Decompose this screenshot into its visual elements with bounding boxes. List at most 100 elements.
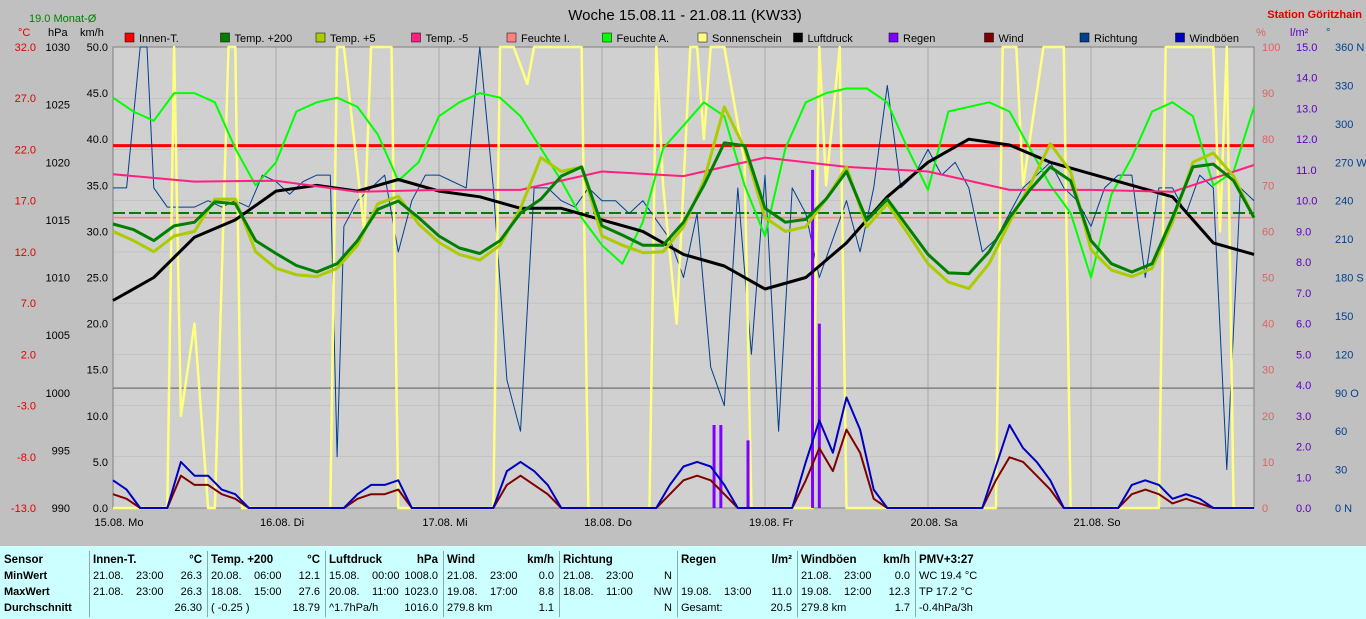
temp-tick: 17.0	[15, 196, 36, 208]
direction-tick: 90 O	[1335, 388, 1359, 400]
pressure-tick: 1000	[46, 388, 70, 400]
rain-tick: 7.0	[1296, 288, 1311, 300]
unit-celsius: °C	[18, 27, 30, 39]
table-cell: 20.5	[770, 602, 792, 614]
pressure-tick: 1030	[46, 42, 70, 54]
wind-tick: 25.0	[87, 273, 108, 285]
table-cell: 19.08.	[801, 586, 832, 598]
temp-tick: -13.0	[11, 503, 36, 515]
wind-tick: 40.0	[87, 134, 108, 146]
x-tick-label: 19.08. Fr	[749, 517, 793, 529]
wind-tick: 0.0	[93, 503, 108, 515]
legend-swatch	[1079, 32, 1090, 43]
table-cell: 1008.0	[404, 570, 438, 582]
direction-tick: 360 N	[1335, 42, 1364, 54]
direction-tick: 300	[1335, 119, 1353, 131]
table-header: Innen-T.	[93, 554, 137, 566]
table-cell: ^1.7hPa/h	[329, 602, 379, 614]
series-feuchte-a	[112, 87, 1255, 279]
table-cell: 26.30	[174, 602, 202, 614]
legend-label: Feuchte I.	[521, 33, 570, 45]
humidity-tick: 80	[1262, 134, 1274, 146]
temp-tick: 32.0	[15, 42, 36, 54]
wind-tick: 30.0	[87, 226, 108, 238]
direction-tick: 150	[1335, 311, 1353, 323]
temp-tick: -8.0	[17, 452, 36, 464]
table-column: Windböen km/h 21.08. 23:00 0.0 19.08. 12:00 12.…	[797, 551, 914, 617]
table-cell: 23:00	[844, 570, 872, 582]
table-cell: MinWert	[4, 570, 48, 582]
table-cell: 279.8 km	[801, 602, 847, 614]
table-header: Temp. +200	[211, 554, 274, 566]
temp-tick: 27.0	[15, 93, 36, 105]
legend-swatch	[220, 32, 230, 43]
legend-label: Regen	[903, 33, 935, 45]
table-cell: 21.08.	[93, 586, 124, 598]
legend-swatch	[315, 32, 326, 43]
chart-title: Woche 15.08.11 - 21.08.11 (KW33)	[568, 7, 801, 24]
legend-label: Wind	[999, 33, 1024, 45]
table-cell: 11.0	[771, 586, 792, 598]
table-header: Luftdruck	[329, 554, 383, 566]
table-cell: 21.08.	[801, 570, 832, 582]
table-column: Regen l/m² 19.08. 13:00 11.0 Gesamt: 20.5	[677, 551, 796, 617]
legend-swatch	[1175, 32, 1185, 43]
rain-tick: 3.0	[1296, 411, 1311, 423]
station-name: Station Göritzhain	[1267, 9, 1362, 21]
pressure-tick: 1010	[46, 273, 70, 285]
table-cell: 11:00	[606, 586, 633, 598]
table-cell: 0.0	[894, 570, 910, 582]
series-layer	[112, 45, 1256, 510]
direction-tick: 330	[1335, 80, 1353, 92]
table-cell: 18.08.	[563, 586, 594, 598]
legend-label: Richtung	[1094, 33, 1137, 45]
rain-tick: 8.0	[1296, 257, 1311, 269]
wind-tick: 5.0	[93, 457, 108, 469]
table-cell: 23:00	[136, 570, 164, 582]
temp-tick: 22.0	[15, 144, 36, 156]
legend-swatch	[124, 32, 135, 43]
series-luftdruck	[112, 137, 1255, 302]
table-cell: 1016.0	[404, 602, 438, 614]
table-column: Wind km/h 21.08. 23:00 0.0 19.08. 17:00 8.8 279.…	[443, 551, 558, 617]
table-header: Richtung	[563, 554, 613, 566]
series-temp-200	[112, 141, 1256, 276]
table-cell: 23:00	[606, 570, 634, 582]
axes: 32.0 27.0 22.0 17.0 12.0 7.0 2.0 -3.0 -8.0 -13.0 1…	[11, 42, 1366, 529]
rain-tick: 9.0	[1296, 226, 1311, 238]
humidity-tick: 40	[1262, 319, 1274, 331]
table-header-unit: °C	[189, 554, 202, 566]
humidity-tick: 50	[1262, 273, 1274, 285]
table-cell: 15:00	[254, 586, 282, 598]
table-cell: 1.7	[894, 602, 910, 614]
series-temp-5	[112, 156, 1255, 193]
direction-tick: 120	[1335, 349, 1353, 361]
rain-tick: 10.0	[1296, 196, 1317, 208]
table-cell: 21.08.	[93, 570, 124, 582]
legend-swatch	[697, 32, 708, 43]
humidity-tick: 70	[1262, 180, 1274, 192]
legend-label: Temp. +200	[235, 33, 293, 45]
wind-tick: 15.0	[87, 365, 108, 377]
table-cell: 27.6	[298, 586, 320, 598]
rain-tick: 1.0	[1296, 472, 1311, 484]
table-cell: 12.3	[888, 586, 910, 598]
table-cell: N	[664, 602, 672, 614]
table-cell: 26.3	[180, 586, 202, 598]
table-header: Windböen	[801, 554, 857, 566]
rain-tick: 4.0	[1296, 380, 1311, 392]
unit-rain: l/m²	[1290, 27, 1309, 39]
table-cell: NW	[653, 586, 672, 598]
temp-tick: 7.0	[21, 298, 36, 310]
rain-tick: 0.0	[1296, 503, 1311, 515]
table-cell: 26.3	[180, 570, 202, 582]
table-cell: 18.08.	[211, 586, 242, 598]
legend-label: Feuchte A.	[617, 33, 670, 45]
table-cell: 20.08.	[329, 586, 360, 598]
direction-tick: 240	[1335, 196, 1353, 208]
direction-tick: 210	[1335, 234, 1353, 246]
direction-tick: 0 N	[1335, 503, 1352, 515]
pressure-tick: 995	[52, 445, 70, 457]
x-tick-label: 16.08. Di	[260, 517, 304, 529]
legend-swatch	[602, 32, 612, 43]
